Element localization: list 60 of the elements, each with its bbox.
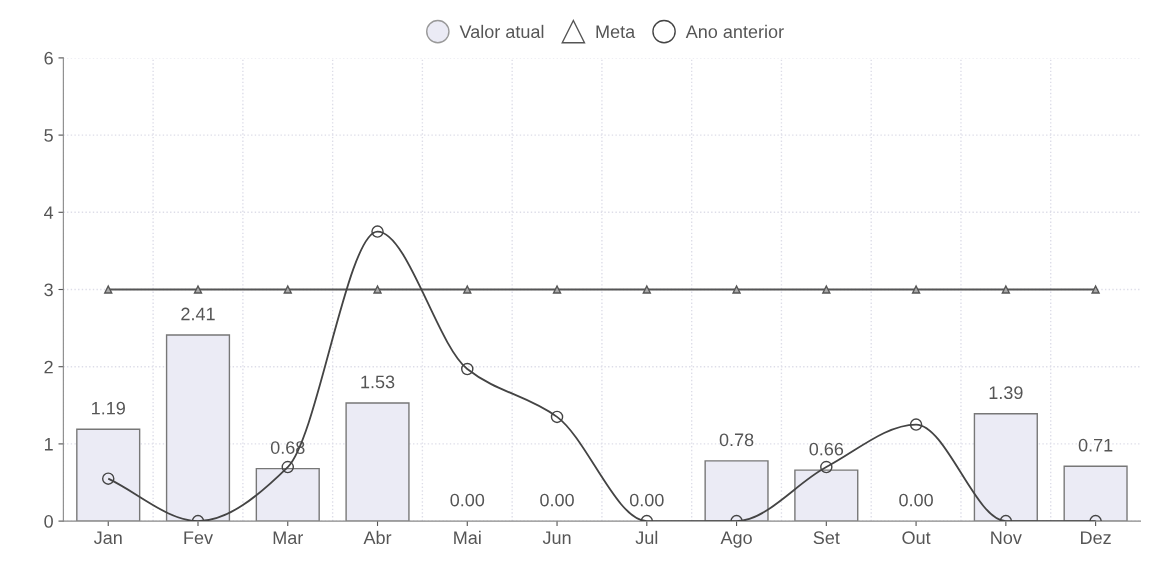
x-tick-label: Nov: [991, 531, 1022, 545]
x-tick-label: Jan: [93, 531, 122, 545]
data-label: 0.78: [719, 433, 754, 447]
legend-label: Meta: [596, 25, 636, 39]
x-tick-label: Mar: [273, 531, 304, 545]
bar: [345, 402, 410, 522]
data-label: 1.39: [989, 386, 1023, 400]
point: [820, 460, 833, 474]
data-label: 0.00: [450, 493, 485, 507]
x-tick-label: Jun: [542, 531, 571, 545]
point: [281, 460, 295, 474]
point: [101, 472, 115, 485]
point: [373, 285, 382, 294]
bar: [704, 460, 769, 522]
point: [732, 285, 741, 294]
data-label: 0.00: [540, 493, 574, 507]
point: [552, 285, 562, 294]
y-tick-label: 5: [44, 129, 53, 142]
point: [1001, 285, 1011, 294]
point: [283, 285, 292, 294]
y-tick-label: 4: [44, 206, 54, 219]
bar: [255, 467, 320, 522]
data-label: 0.66: [809, 442, 844, 456]
x-tick-label: Out: [902, 531, 931, 545]
y-tick-label: 6: [44, 51, 53, 65]
legend-label: Valor atual: [459, 24, 544, 39]
point: [822, 285, 831, 294]
legend-label: Ano anterior: [685, 24, 784, 39]
bar: [973, 413, 1038, 522]
point: [104, 285, 113, 294]
bar: [794, 469, 859, 522]
x-tick-label: Dez: [1081, 531, 1111, 545]
point: [463, 285, 472, 294]
x-tick-label: Fev: [184, 531, 213, 545]
x-tick-label: Jul: [635, 530, 658, 545]
point: [550, 410, 564, 424]
point: [371, 225, 384, 238]
data-label: 1.19: [92, 401, 125, 415]
bar: [76, 428, 141, 522]
y-tick-label: 1: [44, 438, 53, 451]
data-label: 0.00: [629, 493, 664, 507]
point: [461, 362, 474, 376]
data-label: 2.41: [181, 307, 215, 321]
y-tick-label: 0: [44, 515, 53, 528]
x-tick-label: Set: [813, 531, 840, 545]
data-label: 1.53: [361, 375, 395, 389]
x-tick-label: Abr: [363, 530, 392, 545]
data-label: 0.71: [1078, 438, 1113, 452]
point: [1091, 285, 1100, 294]
point: [911, 285, 921, 294]
x-tick-label: Mai: [454, 530, 481, 545]
point: [909, 418, 923, 431]
y-tick-label: 2: [44, 360, 53, 374]
x-tick-label: Ago: [720, 531, 752, 548]
bar: [165, 334, 231, 522]
point: [642, 285, 651, 294]
bar: [1063, 465, 1128, 522]
point: [193, 285, 203, 294]
y-tick-label: 3: [44, 283, 53, 297]
data-label: 0.00: [899, 493, 933, 507]
